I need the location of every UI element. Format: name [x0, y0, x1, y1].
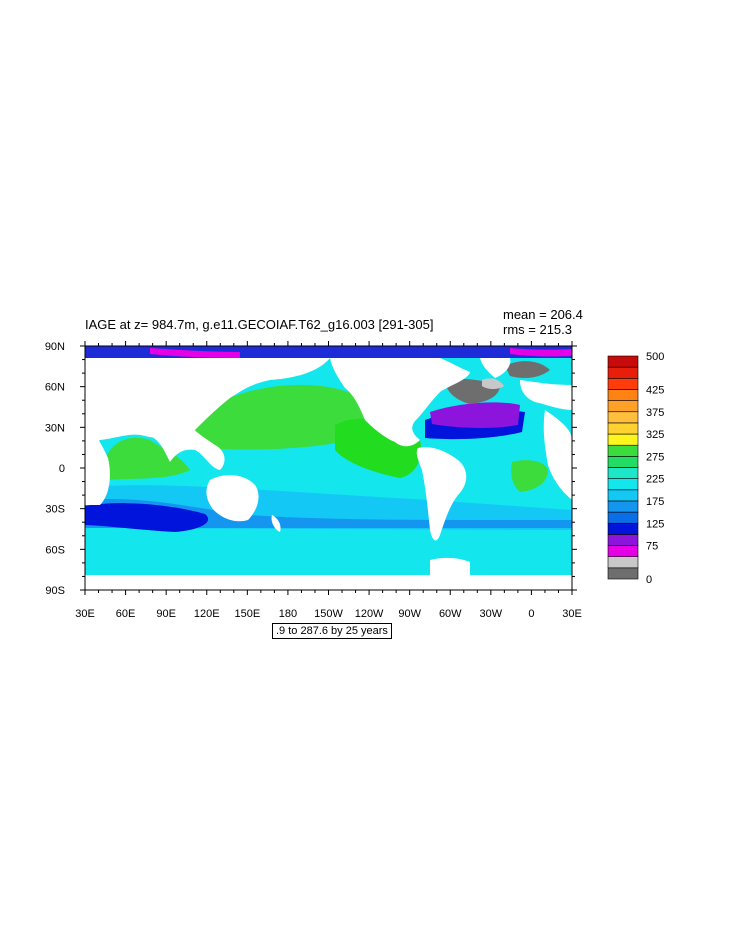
colorbar-label: 75: [646, 541, 658, 553]
y-tick-label: 60S: [45, 544, 65, 556]
colorbar-swatch: [607, 411, 639, 424]
colorbar-label: 0: [646, 574, 652, 586]
rms-stat: rms = 215.3: [503, 322, 573, 337]
land-south-asia: [150, 425, 225, 470]
colorbar-label: 500: [646, 351, 664, 363]
colorbar-swatch: [607, 478, 639, 491]
y-tick-label: 60N: [45, 382, 65, 394]
x-tick-label: 0: [528, 608, 534, 620]
region-north-indian: [105, 437, 190, 480]
colorbar-swatch: [607, 511, 639, 524]
colorbar-swatch: [607, 534, 639, 546]
colorbar-swatch: [607, 444, 639, 457]
land-africa-east: [543, 410, 572, 500]
x-tick-label: 60W: [439, 608, 462, 620]
y-tick-label: 90S: [45, 585, 65, 597]
colorbar-swatch: [607, 433, 639, 446]
region-nordic: [505, 361, 550, 378]
x-tick-label: 30E: [562, 608, 582, 620]
colorbar: 0 75 125 175 225 275 325 375 425 500: [607, 351, 664, 586]
colorbar-swatch: [607, 377, 639, 390]
colorbar-swatch: [607, 366, 639, 379]
land-north-america: [330, 358, 470, 447]
chart-title: IAGE at z= 984.7m, g.e11.GECOIAF.T62_g16…: [85, 317, 434, 332]
colorbar-label: 275: [646, 451, 664, 463]
colorbar-swatch: [607, 545, 639, 557]
land-antarctica-peninsula: [430, 557, 470, 575]
land-australia: [206, 475, 259, 522]
x-tick-label: 60E: [116, 608, 136, 620]
colorbar-label: 225: [646, 474, 664, 486]
y-tick-label: 90N: [45, 341, 65, 353]
colorbar-swatch: [607, 456, 639, 468]
land-greenland: [480, 358, 511, 378]
land-eurasia-west: [85, 358, 330, 450]
land-south-america: [416, 447, 467, 541]
colorbar-swatch: [607, 400, 639, 413]
x-tick-label: 150E: [234, 608, 260, 620]
region-east-south-atlantic: [511, 460, 548, 492]
y-tick-label: 30N: [45, 422, 65, 434]
colorbar-label: 125: [646, 518, 664, 530]
land-antarctica: [85, 575, 572, 590]
colorbar-label: 325: [646, 429, 664, 441]
y-tick-label: 30S: [45, 504, 65, 516]
colorbar-swatch: [607, 500, 639, 513]
x-tick-label: 120W: [355, 608, 384, 620]
land-masses: [85, 358, 572, 590]
colorbar-swatch: [607, 467, 639, 479]
land-europe: [520, 380, 572, 410]
colorbar-swatch: [607, 567, 639, 580]
x-tick-label: 120E: [194, 608, 220, 620]
x-tick-label: 150W: [314, 608, 343, 620]
y-axis: 90N 60N 30N 0 30S 60S 90S: [45, 341, 577, 597]
region-gray-light: [482, 378, 504, 389]
colorbar-label: 425: [646, 384, 664, 396]
colorbar-label: 175: [646, 496, 664, 508]
ocean-field: [85, 346, 572, 590]
x-tick-label: 90E: [156, 608, 176, 620]
colorbar-swatch: [607, 489, 639, 502]
contour-range-note: .9 to 287.6 by 25 years: [272, 623, 392, 639]
region-southern-ocean: [85, 540, 572, 575]
colorbar-swatch: [607, 422, 639, 435]
x-axis: 30E 60E 90E 120E 150E 180 150W 120W 90W 60W 30W 0 30…: [75, 341, 582, 620]
colorbar-swatch: [607, 355, 639, 368]
region-arctic-magenta-2: [510, 348, 572, 357]
colorbar-swatch: [607, 556, 639, 569]
x-tick-label: 30W: [480, 608, 503, 620]
region-south-indian: [85, 503, 209, 532]
land-new-zealand: [271, 515, 281, 532]
region-north-atlantic-purple: [430, 402, 520, 428]
mean-stat: mean = 206.4: [503, 307, 583, 322]
region-north-pacific: [190, 384, 364, 450]
colorbar-label: 375: [646, 407, 664, 419]
colorbar-swatch: [607, 389, 639, 401]
y-tick-label: 0: [59, 463, 65, 475]
x-tick-label: 180: [279, 608, 297, 620]
region-arctic-magenta: [150, 348, 240, 358]
x-tick-label: 90W: [398, 608, 421, 620]
x-tick-label: 30E: [75, 608, 95, 620]
land-africa: [85, 420, 110, 505]
colorbar-swatch: [607, 522, 639, 535]
